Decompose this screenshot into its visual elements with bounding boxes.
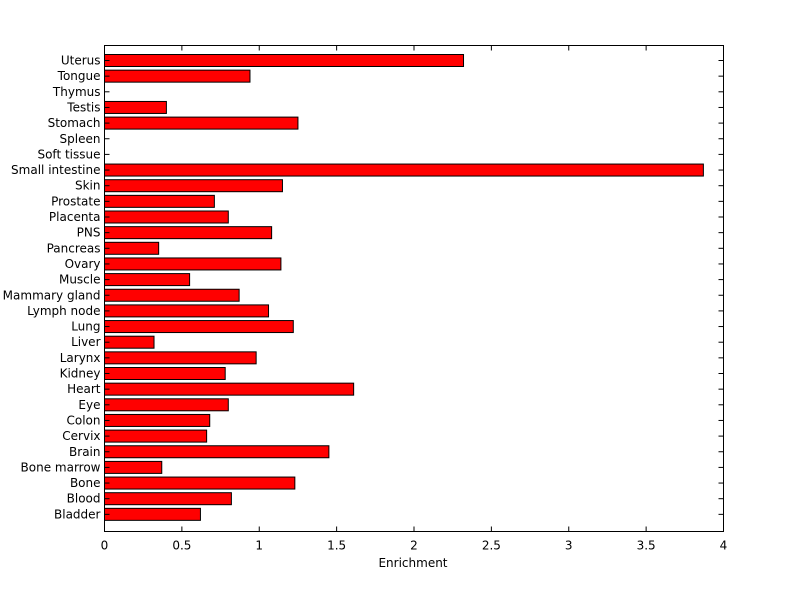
plot-frame [104, 45, 724, 532]
bar-prostate [104, 194, 215, 208]
y-tick-label: Placenta [49, 210, 101, 224]
bar-brain [104, 445, 330, 459]
y-tick-label: PNS [77, 226, 101, 240]
y-tick-label: Testis [66, 100, 100, 114]
bar-blood [104, 492, 232, 506]
y-tick-label: Stomach [48, 116, 101, 130]
bar-lung [104, 320, 294, 334]
x-tick-label: 3 [565, 539, 573, 553]
bar-tongue [104, 69, 251, 83]
y-tick-label: Ovary [65, 257, 101, 271]
bar-bone [104, 476, 296, 490]
y-tick-label: Lung [71, 320, 100, 334]
x-tick-label: 1 [255, 539, 263, 553]
bar-pns [104, 226, 273, 240]
y-tick-label: Lymph node [27, 304, 100, 318]
x-axis-ticks: 0 0.5 1 1.5 2 2.5 3 3.5 4 [101, 45, 728, 553]
bar-mammary-gland [104, 288, 240, 302]
x-tick-label: 3.5 [637, 539, 656, 553]
y-tick-label: Larynx [60, 351, 101, 365]
y-tick-label: Pancreas [47, 241, 101, 255]
y-tick-label: Soft tissue [37, 147, 100, 161]
y-tick-label: Mammary gland [3, 288, 101, 302]
y-tick-label: Blood [67, 492, 101, 506]
y-tick-label: Heart [67, 382, 101, 396]
bar-cervix [104, 429, 208, 443]
x-tick-label: 4 [720, 539, 728, 553]
bar-uterus [104, 54, 465, 67]
x-tick-label: 2.5 [482, 539, 501, 553]
y-tick-label: Bladder [54, 507, 101, 521]
y-tick-label: Kidney [60, 367, 101, 381]
bar-liver [104, 335, 155, 349]
bar-colon [104, 413, 211, 427]
bar-ovary [104, 257, 282, 271]
bar-stomach [104, 116, 299, 130]
y-tick-label: Brain [69, 445, 100, 459]
y-tick-label: Liver [71, 335, 101, 349]
x-axis-label: Enrichment [378, 556, 447, 570]
bar-skin [104, 179, 283, 193]
y-tick-label: Bone marrow [21, 460, 101, 474]
bar-larynx [104, 351, 257, 365]
y-tick-label: Bone [70, 476, 101, 490]
y-tick-label: Skin [75, 179, 101, 193]
y-tick-label: Muscle [59, 273, 101, 287]
bar-eye [104, 398, 229, 412]
y-tick-label: Tongue [57, 69, 101, 83]
bar-placenta [104, 210, 229, 224]
x-tick-label: 0 [101, 539, 109, 553]
y-tick-label: Spleen [60, 132, 101, 146]
x-tick-label: 0.5 [172, 539, 191, 553]
bar-testis [104, 100, 167, 114]
y-tick-label: Prostate [51, 194, 100, 208]
y-tick-label: Uterus [61, 54, 101, 68]
bar-pancreas [104, 241, 160, 255]
bar-bone-marrow [104, 460, 163, 474]
x-tick-label: 1.5 [327, 539, 346, 553]
bar-heart [104, 382, 355, 396]
bar-muscle [104, 273, 191, 287]
x-tick-label: 2 [410, 539, 418, 553]
bar-small-intestine [104, 163, 704, 177]
y-tick-label: Small intestine [11, 163, 100, 177]
y-tick-label: Eye [78, 398, 100, 412]
y-tick-label: Colon [66, 413, 100, 427]
y-tick-label: Thymus [52, 85, 101, 99]
bars-group [104, 54, 704, 521]
y-tick-label: Cervix [62, 429, 100, 443]
bar-bladder [104, 507, 201, 521]
bar-kidney [104, 367, 226, 380]
bar-lymph-node [104, 304, 270, 318]
